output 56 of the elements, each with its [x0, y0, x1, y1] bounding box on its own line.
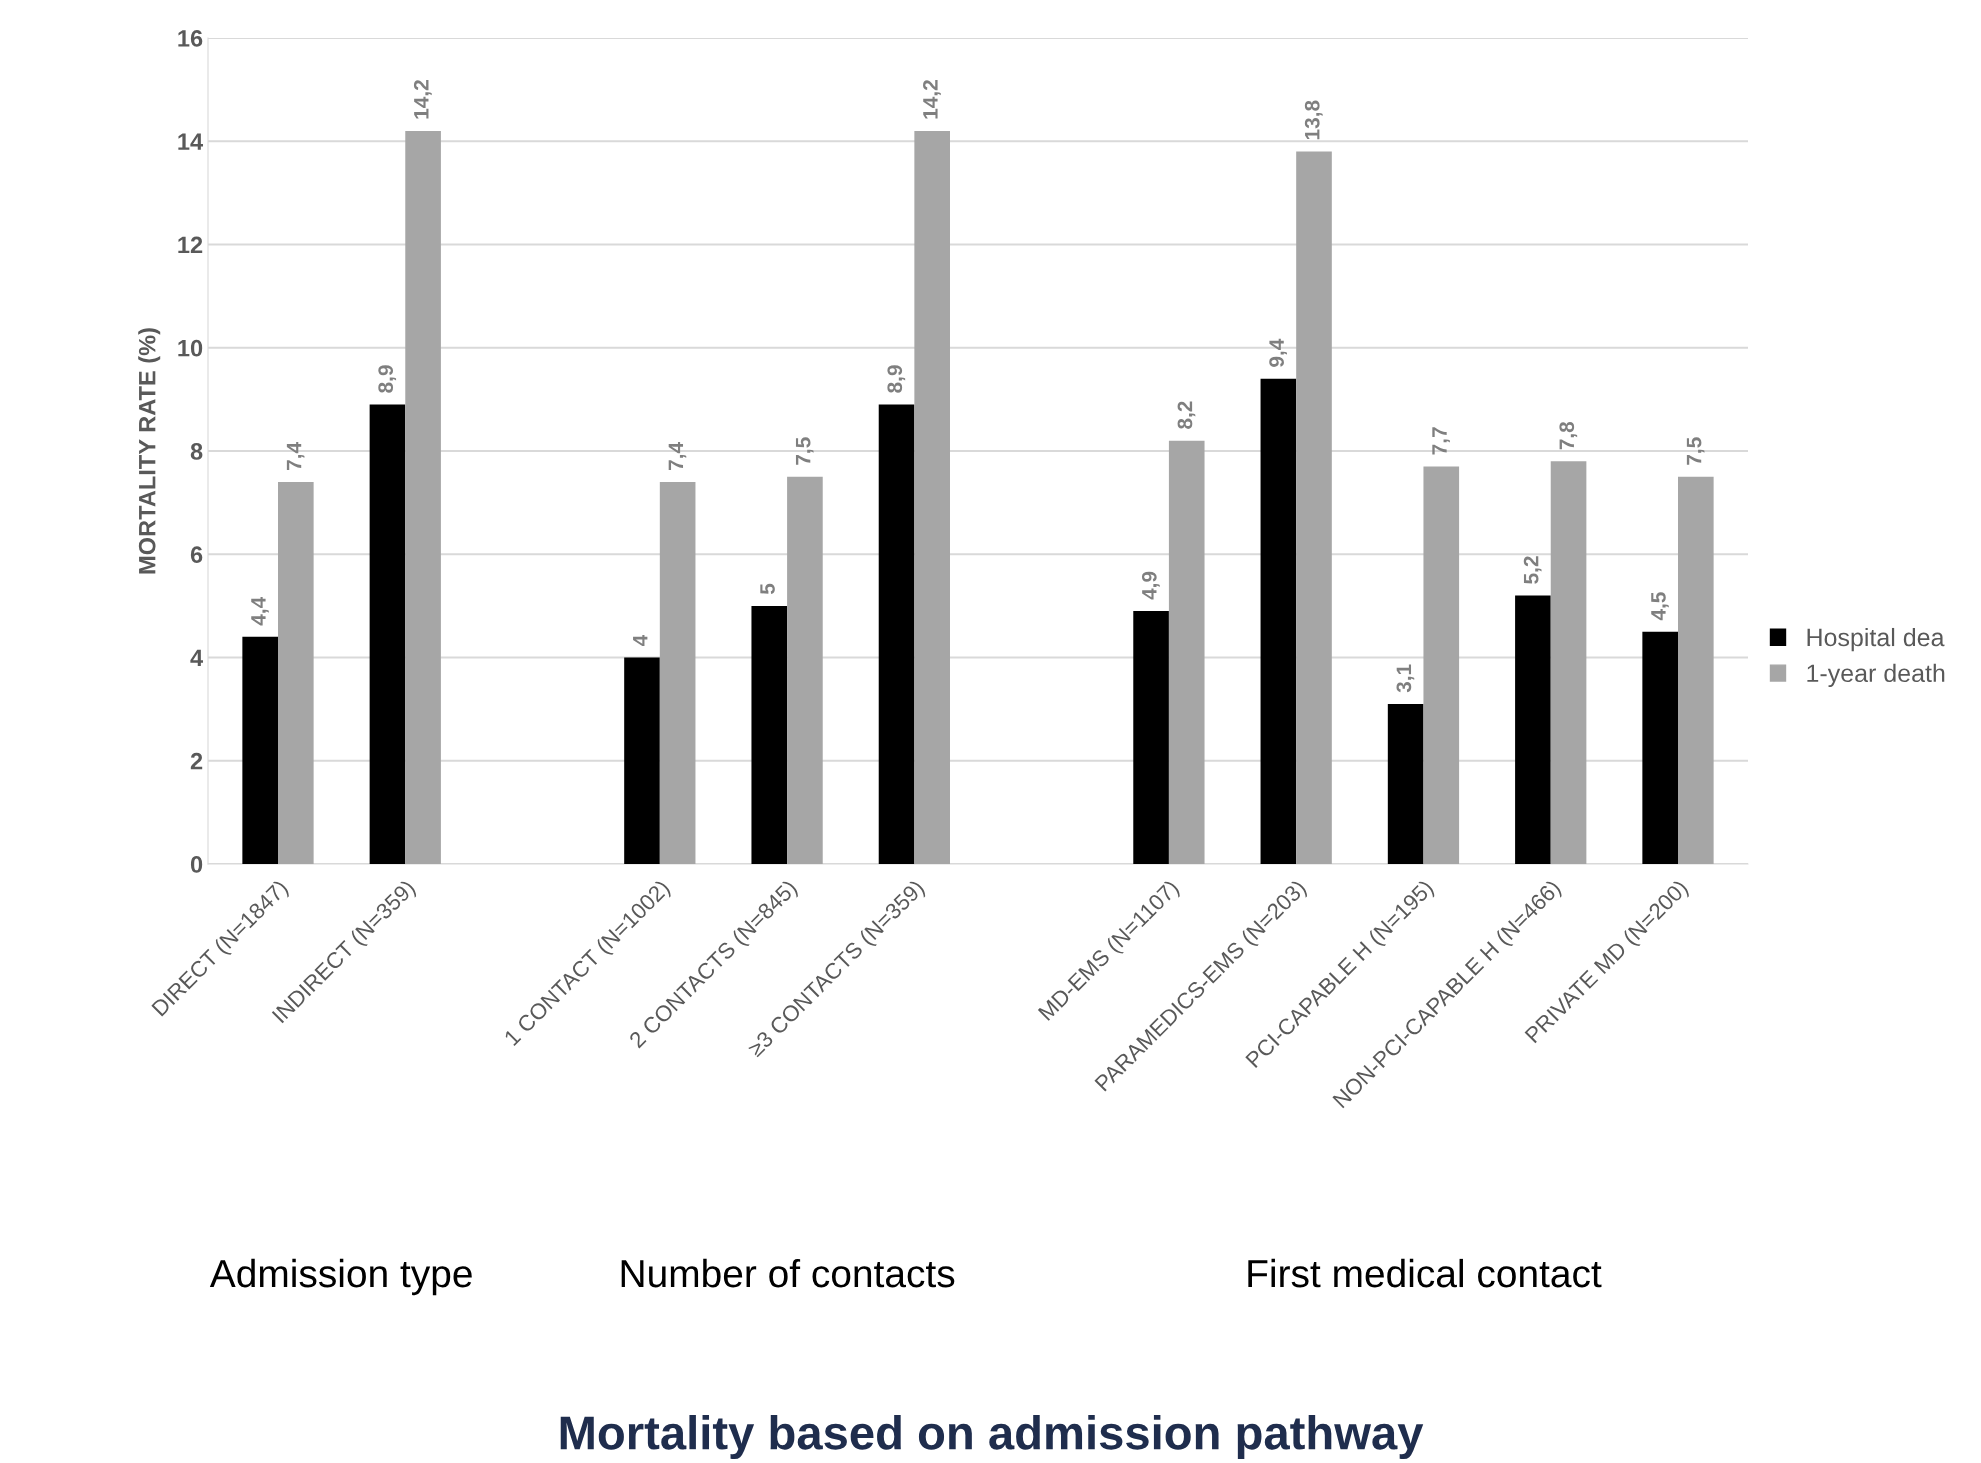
bar	[242, 636, 278, 864]
data-label: 5	[760, 583, 775, 595]
bar	[405, 130, 441, 864]
bar	[1678, 476, 1714, 864]
bar	[1260, 378, 1297, 864]
y-tick-label: 8	[190, 443, 203, 460]
data-label: 7,7	[1432, 427, 1450, 455]
text: Admission type	[209, 1258, 472, 1296]
data-label: 14,2	[923, 80, 941, 119]
legend-label: 1-year death	[1807, 663, 1945, 688]
data-label: 7,5	[795, 437, 814, 465]
bar	[1642, 631, 1678, 864]
data-label: 5,2	[1523, 556, 1542, 584]
data-label: 4,4	[251, 596, 269, 626]
data-label: 7,8	[1559, 421, 1578, 450]
data-label: 4,5	[1651, 592, 1669, 621]
bar	[878, 404, 915, 864]
data-label: 9,4	[1269, 338, 1287, 367]
bar	[278, 481, 314, 864]
data-label: 7,5	[1686, 437, 1705, 465]
y-axis-title: MORTALITY RATE (%)	[138, 328, 161, 574]
bar	[1168, 440, 1205, 864]
text: Number of contacts	[621, 1258, 955, 1288]
bar	[659, 481, 696, 864]
data-label: 8,9	[887, 365, 906, 393]
data-label: 8,2	[1177, 401, 1196, 429]
y-tick-label: 6	[190, 546, 203, 564]
y-tick-label: 10	[178, 339, 203, 357]
y-tick-label: 12	[178, 236, 203, 254]
text: Mortality based on admission pathway	[560, 1414, 1424, 1460]
y-tick-label: 0	[190, 856, 203, 873]
data-label: 7,4	[668, 442, 687, 470]
y-tick-label: 14	[178, 133, 204, 150]
bar	[1387, 703, 1424, 864]
legend-label: Hospital dea	[1807, 627, 1945, 652]
bar	[1296, 151, 1332, 864]
data-label: 4	[633, 634, 648, 647]
data-label: 13,8	[1304, 100, 1323, 140]
data-label: 14,2	[413, 80, 432, 119]
data-label: 4,9	[1141, 571, 1160, 600]
y-tick-label: 16	[178, 30, 203, 47]
bar	[787, 476, 823, 864]
bar	[1550, 461, 1587, 864]
data-label: 8,9	[378, 365, 397, 393]
bar	[624, 657, 660, 864]
bar	[369, 404, 406, 864]
bar	[1515, 595, 1551, 864]
bar	[1133, 611, 1169, 864]
text: First medical contact	[1248, 1258, 1602, 1288]
y-tick-label: 4	[190, 649, 204, 667]
bar	[914, 130, 950, 864]
bar	[1423, 466, 1460, 864]
y-tick-label: 2	[190, 752, 203, 770]
data-label: 3,1	[1396, 664, 1415, 693]
bar	[751, 605, 788, 864]
data-label: 7,4	[286, 442, 305, 470]
